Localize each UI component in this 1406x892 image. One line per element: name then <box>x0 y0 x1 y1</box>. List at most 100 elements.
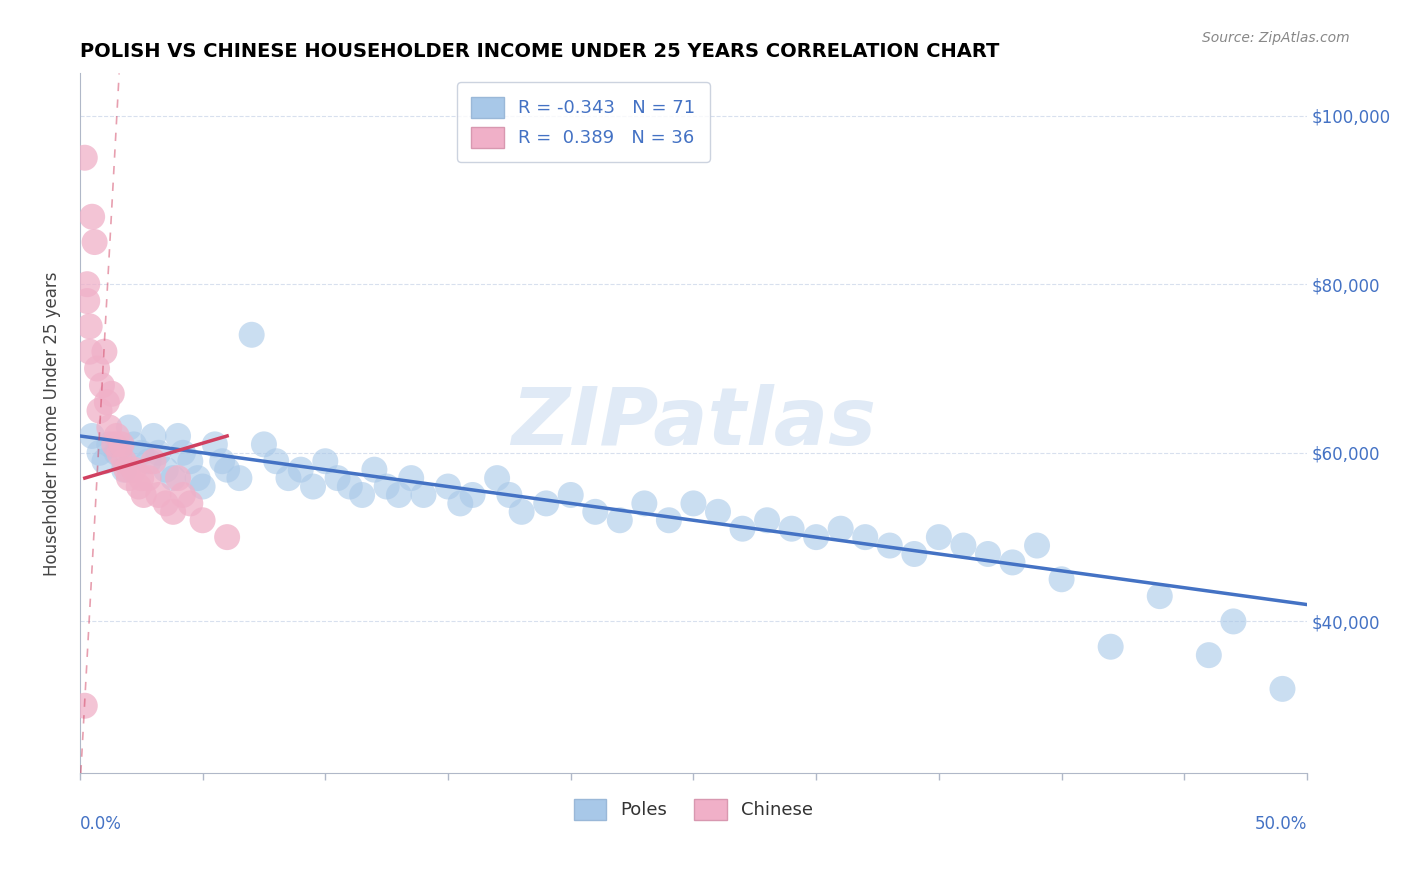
Point <box>903 547 925 561</box>
Point <box>167 471 190 485</box>
Point <box>142 454 165 468</box>
Point <box>326 471 349 485</box>
Point <box>302 479 325 493</box>
Point <box>352 488 374 502</box>
Point <box>228 471 250 485</box>
Point <box>682 496 704 510</box>
Point <box>98 420 121 434</box>
Point <box>1001 556 1024 570</box>
Point <box>633 496 655 510</box>
Text: POLISH VS CHINESE HOUSEHOLDER INCOME UNDER 25 YEARS CORRELATION CHART: POLISH VS CHINESE HOUSEHOLDER INCOME UND… <box>80 42 1000 61</box>
Point <box>179 454 201 468</box>
Point <box>211 454 233 468</box>
Point <box>707 505 730 519</box>
Point <box>609 513 631 527</box>
Point <box>339 479 361 493</box>
Point <box>112 454 135 468</box>
Point <box>264 454 287 468</box>
Point <box>583 505 606 519</box>
Point <box>375 479 398 493</box>
Point <box>399 471 422 485</box>
Point <box>853 530 876 544</box>
Point <box>132 488 155 502</box>
Point <box>879 539 901 553</box>
Point <box>204 437 226 451</box>
Point <box>290 463 312 477</box>
Point <box>1050 572 1073 586</box>
Point <box>93 454 115 468</box>
Point <box>1271 681 1294 696</box>
Point <box>83 235 105 249</box>
Text: 50.0%: 50.0% <box>1254 815 1308 833</box>
Point <box>314 454 336 468</box>
Point <box>412 488 434 502</box>
Point <box>79 319 101 334</box>
Point <box>179 496 201 510</box>
Point <box>91 378 114 392</box>
Point <box>93 344 115 359</box>
Point <box>162 505 184 519</box>
Point <box>76 277 98 292</box>
Legend: Poles, Chinese: Poles, Chinese <box>567 792 821 827</box>
Point <box>952 539 974 553</box>
Point <box>82 429 104 443</box>
Point <box>240 327 263 342</box>
Point <box>253 437 276 451</box>
Point <box>129 471 152 485</box>
Point <box>110 437 132 451</box>
Point <box>977 547 1000 561</box>
Point <box>1026 539 1049 553</box>
Point <box>172 488 194 502</box>
Point <box>437 479 460 493</box>
Point <box>128 479 150 493</box>
Point <box>277 471 299 485</box>
Point <box>510 505 533 519</box>
Point <box>118 420 141 434</box>
Point <box>138 454 160 468</box>
Point <box>167 429 190 443</box>
Point <box>498 488 520 502</box>
Point <box>115 463 138 477</box>
Point <box>155 496 177 510</box>
Point <box>129 446 152 460</box>
Point <box>122 437 145 451</box>
Point <box>86 361 108 376</box>
Point <box>1222 615 1244 629</box>
Point <box>1198 648 1220 662</box>
Text: 0.0%: 0.0% <box>80 815 122 833</box>
Point <box>217 463 239 477</box>
Text: ZIPatlas: ZIPatlas <box>510 384 876 462</box>
Point <box>217 530 239 544</box>
Point <box>731 522 754 536</box>
Point <box>82 210 104 224</box>
Point <box>449 496 471 510</box>
Point <box>804 530 827 544</box>
Point <box>100 386 122 401</box>
Point <box>142 429 165 443</box>
Point <box>89 403 111 417</box>
Text: Source: ZipAtlas.com: Source: ZipAtlas.com <box>1202 31 1350 45</box>
Point <box>658 513 681 527</box>
Point <box>105 429 128 443</box>
Point <box>105 446 128 460</box>
Y-axis label: Householder Income Under 25 years: Householder Income Under 25 years <box>44 271 60 575</box>
Point <box>89 446 111 460</box>
Point <box>148 488 170 502</box>
Point <box>98 437 121 451</box>
Point <box>756 513 779 527</box>
Point <box>1149 589 1171 603</box>
Point <box>534 496 557 510</box>
Point <box>928 530 950 544</box>
Point <box>103 437 125 451</box>
Point <box>780 522 803 536</box>
Point <box>138 471 160 485</box>
Point <box>118 471 141 485</box>
Point <box>148 446 170 460</box>
Point <box>1099 640 1122 654</box>
Point <box>830 522 852 536</box>
Point <box>73 151 96 165</box>
Point <box>191 513 214 527</box>
Point <box>96 395 118 409</box>
Point <box>461 488 484 502</box>
Point <box>73 698 96 713</box>
